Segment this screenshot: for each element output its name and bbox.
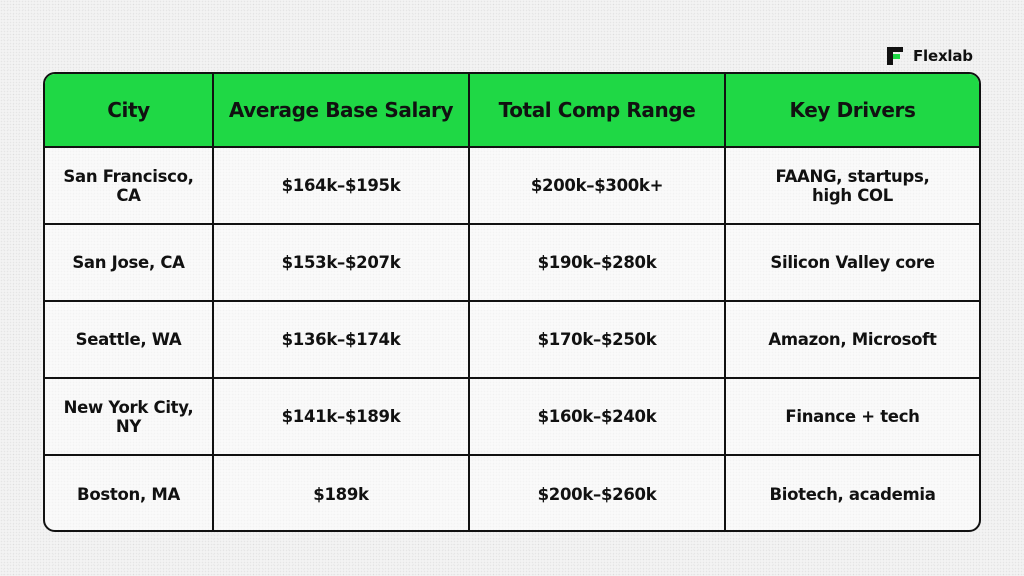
total-comp-text: $160k–$240k	[537, 407, 657, 426]
brand-logo: Flexlab	[883, 44, 973, 68]
column-header-city: City	[45, 74, 214, 148]
key-drivers-text: Biotech, academia	[769, 484, 936, 504]
key-drivers-cell: Amazon, Microsoft	[725, 301, 979, 379]
brand-name: Flexlab	[913, 47, 973, 65]
total-comp-cell: $170k–$250k	[469, 301, 726, 379]
column-header-average-base-salary: Average Base Salary	[213, 74, 470, 148]
base-salary-cell: $189k	[213, 455, 470, 530]
total-comp-cell: $200k–$300k+	[469, 147, 726, 225]
base-salary-text: $141k–$189k	[281, 407, 401, 426]
city-cell: San Francisco, CA	[45, 147, 214, 225]
city-cell: Boston, MA	[45, 455, 214, 530]
city-text: San Francisco, CA	[63, 166, 194, 205]
key-drivers-text: FAANG, startups, high COL	[775, 166, 930, 205]
city-cell: New York City, NY	[45, 378, 214, 456]
base-salary-text: $189k	[313, 484, 369, 504]
base-salary-text: $164k–$195k	[281, 176, 401, 195]
city-text: Seattle, WA	[75, 330, 182, 349]
city-text: San Jose, CA	[72, 253, 185, 272]
table-row: Boston, MA $189k $200k–$260k Biotech, ac…	[45, 455, 979, 530]
total-comp-text: $200k–$260k	[537, 484, 657, 504]
column-header-key-drivers: Key Drivers	[725, 74, 979, 148]
total-comp-cell: $200k–$260k	[469, 455, 726, 530]
base-salary-text: $136k–$174k	[281, 330, 401, 349]
table-row: San Francisco, CA $164k–$195k $200k–$300…	[45, 147, 979, 225]
table-header-row: City Average Base Salary Total Comp Rang…	[45, 74, 979, 148]
key-drivers-cell: Silicon Valley core	[725, 224, 979, 302]
city-cell: San Jose, CA	[45, 224, 214, 302]
key-drivers-text: Finance + tech	[785, 407, 920, 426]
key-drivers-text: Amazon, Microsoft	[768, 330, 937, 349]
city-cell: Seattle, WA	[45, 301, 214, 379]
base-salary-cell: $153k–$207k	[213, 224, 470, 302]
base-salary-text: $153k–$207k	[281, 253, 401, 272]
table-row: New York City, NY $141k–$189k $160k–$240…	[45, 378, 979, 456]
key-drivers-cell: Biotech, academia	[725, 455, 979, 530]
total-comp-text: $200k–$300k+	[530, 176, 664, 195]
key-drivers-cell: Finance + tech	[725, 378, 979, 456]
key-drivers-cell: FAANG, startups, high COL	[725, 147, 979, 225]
total-comp-text: $190k–$280k	[537, 253, 657, 272]
base-salary-cell: $136k–$174k	[213, 301, 470, 379]
base-salary-cell: $141k–$189k	[213, 378, 470, 456]
city-text: Boston, MA	[77, 484, 180, 504]
table-row: San Jose, CA $153k–$207k $190k–$280k Sil…	[45, 224, 979, 302]
flexlab-logo-icon	[887, 47, 903, 65]
base-salary-cell: $164k–$195k	[213, 147, 470, 225]
total-comp-cell: $190k–$280k	[469, 224, 726, 302]
city-text: New York City, NY	[63, 397, 194, 436]
column-header-total-comp-range: Total Comp Range	[469, 74, 726, 148]
table-row: Seattle, WA $136k–$174k $170k–$250k Amaz…	[45, 301, 979, 379]
total-comp-cell: $160k–$240k	[469, 378, 726, 456]
salary-table: City Average Base Salary Total Comp Rang…	[43, 72, 981, 532]
key-drivers-text: Silicon Valley core	[770, 253, 935, 272]
total-comp-text: $170k–$250k	[537, 330, 657, 349]
